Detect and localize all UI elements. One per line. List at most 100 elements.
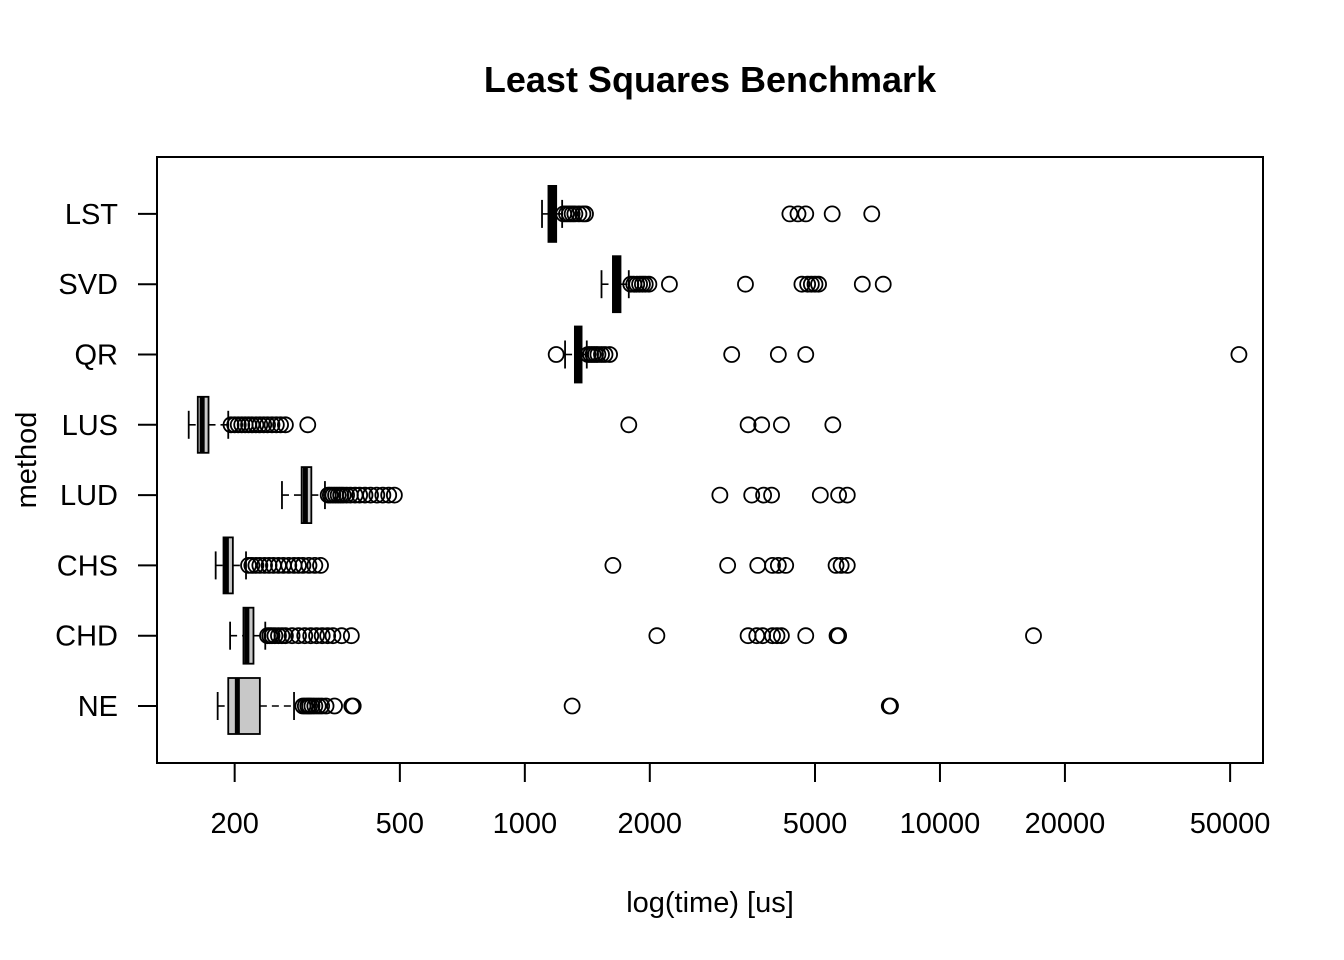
- outlier-point: [374, 486, 392, 504]
- outlier-point: [259, 416, 276, 434]
- outlier-point: [247, 557, 265, 574]
- y-tick-label: LUS: [62, 410, 118, 442]
- outlier-point: [838, 486, 856, 504]
- x-tick-label: 20000: [1025, 808, 1106, 840]
- outlier-point: [312, 557, 329, 574]
- x-tick-label: 10000: [900, 808, 981, 840]
- y-tick-label: QR: [75, 340, 119, 372]
- box-group-lst: [541, 184, 881, 243]
- outlier-point: [566, 205, 584, 223]
- outlier-point: [1025, 627, 1042, 645]
- outlier-point: [874, 275, 892, 293]
- outlier-point: [711, 486, 729, 504]
- y-tick-label: CHS: [57, 550, 118, 582]
- outlier-point: [737, 275, 754, 293]
- outlier-point: [385, 486, 403, 504]
- outlier-point: [739, 627, 757, 645]
- outlier-point: [272, 416, 289, 434]
- outlier-point: [290, 557, 307, 574]
- outlier-point: [768, 627, 786, 645]
- outlier-point: [596, 346, 614, 363]
- outlier-point: [1230, 346, 1248, 363]
- outlier-point: [326, 697, 343, 715]
- y-tick-label: LST: [65, 199, 118, 231]
- outlier-point: [773, 627, 790, 645]
- outlier-point: [793, 275, 811, 293]
- outlier-point: [263, 416, 281, 434]
- outlier-point: [811, 486, 829, 504]
- plot-frame: [156, 156, 1264, 764]
- x-axis-label: log(time) [us]: [626, 887, 794, 919]
- outlier-point: [823, 205, 841, 223]
- box-group-lus: [187, 395, 842, 454]
- outlier-point: [755, 486, 773, 504]
- box-group-svd: [600, 255, 892, 314]
- outlier-point: [769, 346, 787, 363]
- outlier-point: [810, 275, 827, 293]
- outlier-point: [267, 416, 285, 434]
- outlier-point: [863, 205, 881, 223]
- outlier-point: [773, 416, 790, 434]
- outlier-point: [251, 557, 269, 574]
- outlier-point: [319, 627, 337, 645]
- outlier-point: [769, 557, 787, 574]
- y-tick-label: CHD: [55, 621, 118, 653]
- outlier-point: [563, 697, 581, 715]
- outlier-point: [830, 486, 848, 504]
- outlier-point: [368, 486, 386, 504]
- box-group-lud: [281, 466, 856, 525]
- outlier-point: [577, 205, 594, 223]
- outlier-point: [824, 416, 842, 434]
- outlier-point: [308, 627, 325, 645]
- outlier-point: [283, 627, 301, 645]
- y-tick-label: NE: [78, 691, 118, 723]
- outlier-point: [648, 627, 666, 645]
- outlier-point: [763, 486, 780, 504]
- outlier-point: [789, 205, 807, 223]
- outlier-point: [743, 486, 761, 504]
- outlier-point: [797, 205, 815, 223]
- outlier-point: [882, 697, 899, 715]
- outlier-point: [317, 697, 335, 715]
- outlier-point: [830, 627, 848, 645]
- outlier-point: [338, 486, 355, 504]
- outlier-point: [640, 275, 658, 293]
- outlier-point: [838, 557, 856, 574]
- outlier-point: [661, 275, 678, 293]
- y-axis-label: method: [11, 412, 43, 509]
- outlier-point: [832, 557, 850, 574]
- outlier-point: [764, 557, 781, 574]
- outlier-point: [243, 557, 261, 574]
- outlier-point: [570, 205, 588, 223]
- outlier-point: [777, 557, 795, 574]
- outlier-point: [749, 557, 767, 574]
- outlier-point: [306, 557, 324, 574]
- outlier-point: [620, 416, 638, 434]
- outlier-point: [247, 416, 265, 434]
- outlier-point: [256, 557, 273, 574]
- box: [227, 677, 261, 735]
- outlier-point: [342, 627, 360, 645]
- outlier-point: [324, 627, 342, 645]
- outlier-point: [764, 627, 781, 645]
- outlier-point: [604, 557, 622, 574]
- y-axis: NE CHD CHS LUD LUS QR SVD LST: [55, 199, 158, 723]
- outlier-point: [739, 416, 757, 434]
- y-tick-label: LUD: [60, 480, 118, 512]
- outlier-point: [277, 416, 294, 434]
- outlier-point: [313, 627, 331, 645]
- x-tick-label: 5000: [783, 808, 848, 840]
- x-tick-label: 2000: [618, 808, 683, 840]
- outlier-point: [753, 416, 771, 434]
- x-tick-label: 1000: [493, 808, 558, 840]
- outlier-point: [827, 557, 845, 574]
- y-tick-label: SVD: [58, 269, 118, 301]
- outlier-point: [351, 486, 369, 504]
- x-tick-label: 200: [210, 808, 258, 840]
- outlier-point: [797, 346, 815, 363]
- outlier-point: [344, 697, 362, 715]
- outlier-point: [380, 486, 398, 504]
- outlier-point: [356, 486, 374, 504]
- outlier-point: [601, 346, 618, 363]
